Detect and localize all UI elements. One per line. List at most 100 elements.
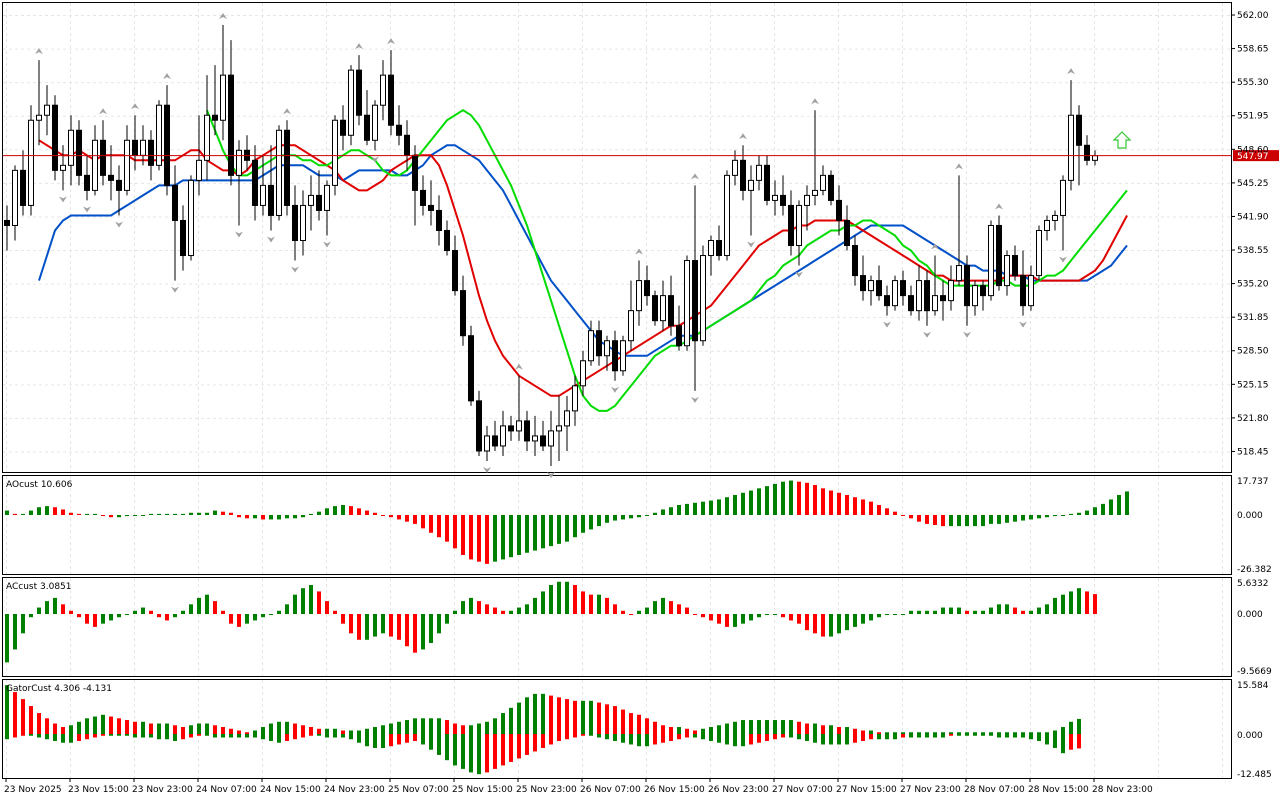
fractal-down-icon bbox=[1059, 256, 1067, 263]
histogram-bar bbox=[821, 725, 825, 734]
histogram-bar bbox=[853, 728, 857, 734]
histogram-bar bbox=[493, 607, 497, 614]
histogram-bar bbox=[797, 734, 801, 740]
histogram-bar bbox=[13, 734, 17, 738]
histogram-bar bbox=[61, 509, 65, 515]
histogram-bar bbox=[285, 604, 289, 614]
histogram-bar bbox=[21, 734, 25, 736]
histogram-bar bbox=[1029, 734, 1033, 740]
histogram-bar bbox=[821, 614, 825, 637]
histogram-bar bbox=[325, 508, 329, 515]
histogram-bar bbox=[925, 732, 929, 734]
candle-body bbox=[108, 174, 114, 181]
histogram-bar bbox=[69, 610, 73, 614]
histogram-bar bbox=[989, 607, 993, 614]
candle-body bbox=[148, 139, 154, 166]
histogram-bar bbox=[717, 499, 721, 515]
histogram-bar bbox=[725, 723, 729, 734]
fractal-up-icon bbox=[515, 363, 523, 370]
histogram-bar bbox=[869, 730, 873, 734]
candle-body bbox=[1044, 219, 1050, 231]
histogram-bar bbox=[1045, 734, 1049, 745]
histogram-bar bbox=[501, 713, 505, 734]
ac-scale-bottom: -9.5669 bbox=[1237, 667, 1272, 677]
histogram-bar bbox=[517, 607, 521, 614]
histogram-bar bbox=[485, 604, 489, 614]
fractal-down-icon bbox=[547, 471, 555, 478]
histogram-bar bbox=[205, 594, 209, 614]
histogram-bar bbox=[397, 734, 401, 745]
candle-body bbox=[644, 280, 650, 297]
candle-body bbox=[292, 204, 298, 242]
price-scale: 562.00 558.65 555.30 551.95 548.60 545.25 541.… bbox=[1231, 11, 1269, 457]
candle-body bbox=[44, 104, 50, 116]
histogram-bar bbox=[357, 730, 361, 734]
fractal-down-icon bbox=[59, 196, 67, 203]
candle-body bbox=[188, 179, 194, 257]
fractal-down-icon bbox=[235, 231, 243, 238]
histogram-bar bbox=[29, 510, 33, 515]
histogram-bar bbox=[749, 490, 753, 515]
fractal-up-icon bbox=[931, 243, 939, 250]
fractals bbox=[35, 13, 1075, 478]
histogram-bar bbox=[245, 515, 249, 519]
time-axis-label: 25 Nov 23:00 bbox=[516, 785, 577, 795]
gator-scale-zero: 0.000 bbox=[1237, 731, 1263, 741]
histogram-bar bbox=[485, 721, 489, 734]
histogram-bar bbox=[477, 734, 481, 775]
histogram-bar bbox=[781, 720, 785, 734]
histogram-bar bbox=[93, 614, 97, 627]
price-scale-label: 545.25 bbox=[1237, 179, 1269, 189]
candle-body bbox=[972, 285, 978, 307]
fractal-down-icon bbox=[115, 221, 123, 228]
histogram-bar bbox=[221, 511, 225, 515]
histogram-bar bbox=[277, 721, 281, 734]
histogram-bar bbox=[917, 734, 921, 738]
histogram-bar bbox=[1037, 734, 1041, 741]
histogram-bar bbox=[133, 515, 137, 516]
price-scale-label: 528.50 bbox=[1237, 347, 1269, 357]
histogram-bar bbox=[461, 515, 465, 555]
histogram-bar bbox=[109, 716, 113, 734]
histogram-bar bbox=[709, 614, 713, 621]
histogram-bar bbox=[117, 614, 121, 618]
histogram-bar bbox=[85, 614, 89, 624]
histogram-bar bbox=[621, 734, 625, 743]
fractal-up-icon bbox=[131, 103, 139, 110]
histogram-bar bbox=[1013, 607, 1017, 614]
histogram-bar bbox=[893, 511, 897, 515]
histogram-bar bbox=[509, 707, 513, 734]
candle-body bbox=[612, 340, 618, 372]
histogram-bar bbox=[269, 614, 273, 615]
histogram-bar bbox=[621, 610, 625, 614]
histogram-bar bbox=[1029, 732, 1033, 734]
candle-body bbox=[324, 184, 330, 211]
histogram-bar bbox=[21, 614, 25, 634]
histogram-bar bbox=[493, 734, 497, 769]
histogram-bar bbox=[45, 718, 49, 734]
histogram-bar bbox=[933, 732, 937, 734]
candle-body bbox=[340, 119, 346, 136]
histogram-bar bbox=[797, 481, 801, 515]
histogram-bar bbox=[261, 734, 265, 740]
histogram-bar bbox=[269, 734, 273, 741]
histogram-bar bbox=[1125, 491, 1129, 515]
histogram-bar bbox=[669, 601, 673, 614]
histogram-bar bbox=[837, 727, 841, 734]
candle-body bbox=[852, 245, 858, 277]
histogram-bar bbox=[749, 720, 753, 734]
histogram-bar bbox=[805, 482, 809, 515]
candle-body bbox=[172, 184, 178, 221]
candle-body bbox=[4, 219, 10, 226]
histogram-bar bbox=[189, 734, 193, 738]
histogram-bar bbox=[509, 610, 513, 614]
histogram-bar bbox=[205, 512, 209, 515]
histogram-bar bbox=[29, 734, 33, 736]
price-scale-label: 548.60 bbox=[1237, 145, 1269, 155]
candle-body bbox=[564, 410, 570, 427]
histogram-bar bbox=[829, 725, 833, 734]
candle-body bbox=[380, 74, 386, 106]
candle-body bbox=[276, 129, 282, 216]
histogram-bar bbox=[301, 515, 305, 518]
gator-scale-bottom: -12.485 bbox=[1237, 770, 1272, 780]
